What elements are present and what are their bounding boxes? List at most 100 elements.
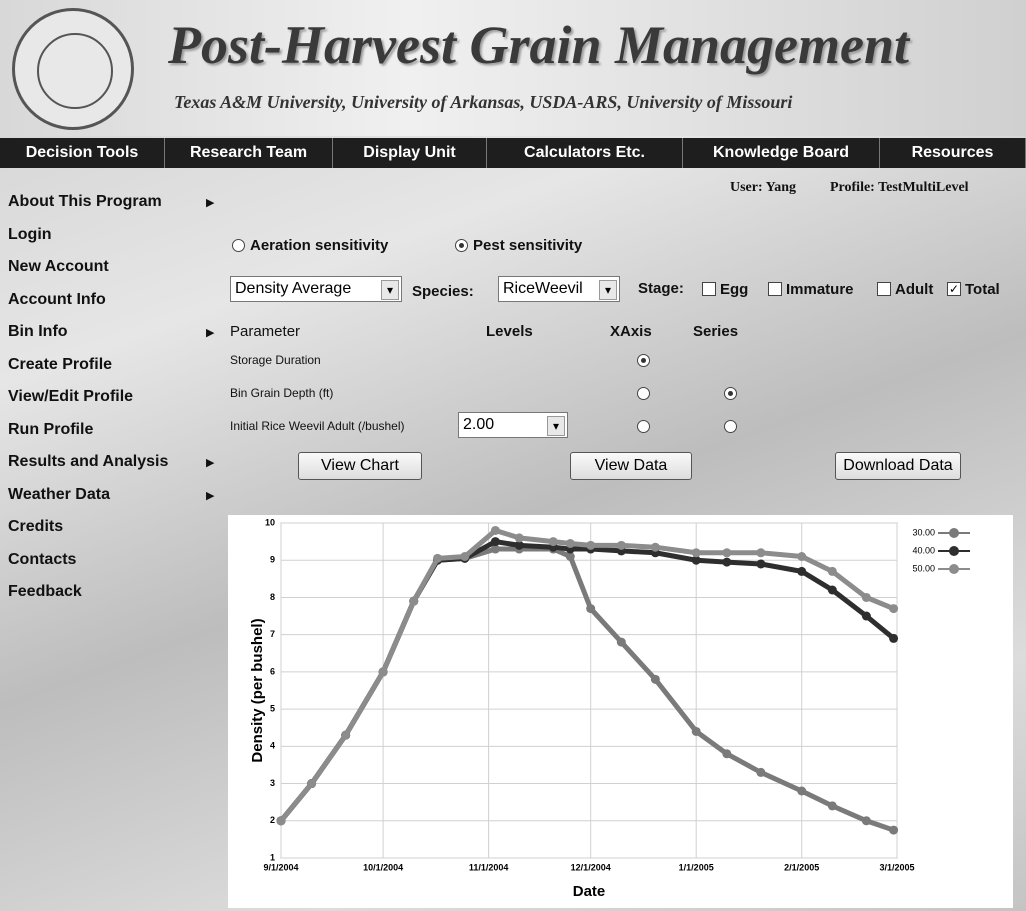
data-point: [514, 540, 524, 550]
sidebar-link[interactable]: Feedback: [8, 583, 82, 600]
data-point: [861, 611, 871, 621]
site-subtitle: Texas A&M University, University of Arka…: [174, 92, 793, 112]
submenu-arrow: ▶: [206, 489, 215, 502]
data-point: [861, 816, 871, 826]
data-point: [490, 544, 500, 554]
xaxis-radio[interactable]: [637, 354, 650, 367]
y-tick-label: 1: [270, 852, 275, 862]
stage-checkbox[interactable]: ✓: [947, 282, 961, 296]
stage-label: Stage:: [638, 280, 684, 297]
sidebar-link[interactable]: View/Edit Profile: [8, 388, 134, 405]
action-button[interactable]: View Chart: [298, 452, 422, 480]
data-point: [797, 552, 807, 561]
submenu-arrow: ▶: [206, 197, 215, 209]
stage-label: Total: [965, 281, 1000, 298]
nav-item[interactable]: Display Unit: [333, 138, 487, 168]
nav-item[interactable]: Resources: [880, 138, 1026, 168]
data-point: [341, 730, 351, 740]
user-name: User: Yang: [730, 180, 796, 195]
x-tick-label: 3/1/2005: [879, 862, 914, 872]
sidebar-link[interactable]: Account Info: [8, 290, 106, 308]
data-point: [565, 552, 575, 561]
y-tick-label: 10: [265, 517, 275, 527]
profile-name: Profile: TestMultiLevel: [830, 180, 969, 195]
sidebar-link[interactable]: Results and Analysis: [8, 453, 169, 470]
data-point: [616, 540, 626, 550]
x-axis-label: Date: [573, 883, 606, 900]
sidebar-link[interactable]: New Account: [8, 258, 109, 275]
stage-checkbox[interactable]: [768, 282, 782, 296]
x-tick-label: 10/1/2004: [363, 862, 403, 872]
mode-radio[interactable]: [455, 239, 468, 252]
chart: 1 2 3 4 5 6 7 8 9 10 9/1/2004 10/1/2004 11/1/2004 12/…: [228, 515, 1013, 908]
data-point: [797, 786, 807, 796]
data-point: [586, 604, 596, 614]
series-radio[interactable]: [724, 420, 737, 433]
species-select[interactable]: RiceWeevil: [498, 276, 620, 302]
data-point: [616, 637, 626, 647]
action-button[interactable]: View Data: [570, 452, 692, 480]
data-point: [307, 779, 317, 789]
y-tick-label: 3: [270, 778, 275, 788]
stage-checkbox[interactable]: [877, 282, 891, 296]
parameter-name: Bin Grain Depth (ft): [230, 386, 334, 400]
nav-item[interactable]: Calculators Etc.: [487, 138, 683, 168]
x-tick-label: 2/1/2005: [784, 862, 819, 872]
stage-label: Egg: [720, 281, 749, 298]
xaxis-radio[interactable]: [637, 387, 650, 400]
data-point: [490, 537, 500, 547]
submenu-arrow: ▶: [206, 327, 215, 339]
data-point: [691, 555, 701, 565]
data-point: [861, 592, 871, 602]
table-header: Series: [693, 323, 739, 340]
mode-radio[interactable]: [232, 239, 245, 252]
mode-label: Pest sensitivity: [473, 237, 583, 254]
action-button[interactable]: Download Data: [835, 452, 961, 480]
table-header: XAxis: [610, 323, 652, 340]
legend-marker: [949, 546, 959, 556]
data-point: [827, 585, 837, 595]
stage-label: Immature: [786, 281, 854, 298]
x-tick-label: 12/1/2004: [571, 862, 611, 872]
y-tick-label: 8: [270, 592, 275, 602]
data-point: [756, 548, 766, 558]
sidebar-link[interactable]: About This Program: [8, 193, 162, 210]
xaxis-radio[interactable]: [637, 420, 650, 433]
data-point: [691, 548, 701, 558]
sidebar-link[interactable]: Contacts: [8, 550, 77, 568]
site-title: Post-Harvest Grain Management: [168, 15, 910, 75]
data-point: [722, 548, 732, 558]
data-point: [409, 596, 419, 606]
data-point: [889, 825, 899, 835]
sidebar-link[interactable]: Create Profile: [8, 355, 113, 373]
y-tick-label: 7: [270, 629, 275, 639]
species-label: Species:: [412, 283, 474, 300]
data-point: [797, 566, 807, 576]
nav-bar: Decision Tools Research Team Display Unit C…: [0, 138, 1026, 168]
measure-select[interactable]: Density Average: [230, 276, 402, 302]
nav-item[interactable]: Research Team: [165, 138, 333, 168]
data-point: [827, 801, 837, 811]
data-point: [756, 767, 766, 777]
sidebar-link[interactable]: Credits: [8, 518, 64, 535]
parameter-name: Initial Rice Weevil Adult (/bushel): [230, 419, 405, 433]
nav-item[interactable]: Decision Tools: [0, 138, 165, 168]
parameter-name: Storage Duration: [230, 353, 321, 367]
data-point: [691, 726, 701, 736]
data-point: [548, 537, 558, 547]
stage-label: Adult: [895, 281, 934, 298]
mode-label: Aeration sensitivity: [250, 237, 389, 254]
university-seal: [12, 8, 134, 130]
sidebar-link[interactable]: Bin Info: [8, 323, 68, 340]
sidebar-link[interactable]: Login: [8, 225, 52, 243]
table-header: Parameter: [230, 323, 301, 340]
stage-checkbox[interactable]: [702, 282, 716, 296]
data-point: [276, 816, 286, 826]
series-radio[interactable]: [724, 387, 737, 400]
data-point: [827, 566, 837, 576]
sidebar-link[interactable]: Weather Data: [8, 485, 110, 503]
x-tick-label: 1/1/2005: [679, 862, 714, 872]
nav-item[interactable]: Knowledge Board: [683, 138, 880, 168]
level-select[interactable]: 2.00: [458, 412, 568, 438]
sidebar-link[interactable]: Run Profile: [8, 420, 94, 438]
